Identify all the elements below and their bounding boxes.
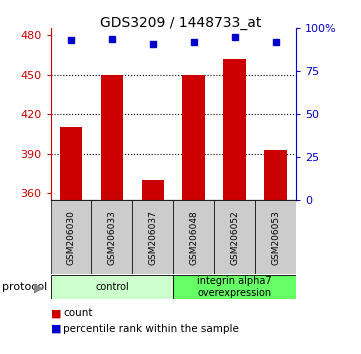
Text: ■: ■ bbox=[51, 308, 61, 318]
Bar bbox=[223, 59, 246, 200]
Bar bbox=[255, 200, 296, 274]
Bar bbox=[60, 127, 82, 200]
Bar bbox=[51, 200, 91, 274]
Text: GSM206048: GSM206048 bbox=[189, 210, 198, 264]
Text: integrin alpha7
overexpression: integrin alpha7 overexpression bbox=[197, 276, 272, 298]
Text: percentile rank within the sample: percentile rank within the sample bbox=[63, 324, 239, 333]
Bar bbox=[214, 200, 255, 274]
Bar bbox=[173, 275, 296, 299]
Bar bbox=[101, 75, 123, 200]
Bar bbox=[173, 200, 214, 274]
Text: ■: ■ bbox=[51, 324, 61, 333]
Text: GSM206037: GSM206037 bbox=[148, 210, 157, 265]
Bar bbox=[51, 275, 173, 299]
Bar bbox=[142, 180, 164, 200]
Text: protocol: protocol bbox=[2, 282, 47, 292]
Text: control: control bbox=[95, 282, 129, 292]
Text: GSM206033: GSM206033 bbox=[108, 210, 116, 265]
Text: GDS3209 / 1448733_at: GDS3209 / 1448733_at bbox=[100, 16, 261, 30]
Bar bbox=[264, 150, 287, 200]
Text: GSM206052: GSM206052 bbox=[230, 210, 239, 264]
Text: GSM206030: GSM206030 bbox=[66, 210, 75, 265]
Text: GSM206053: GSM206053 bbox=[271, 210, 280, 265]
Text: ▶: ▶ bbox=[34, 281, 43, 294]
Bar bbox=[91, 200, 132, 274]
Bar bbox=[183, 75, 205, 200]
Bar bbox=[132, 200, 173, 274]
Text: count: count bbox=[63, 308, 93, 318]
